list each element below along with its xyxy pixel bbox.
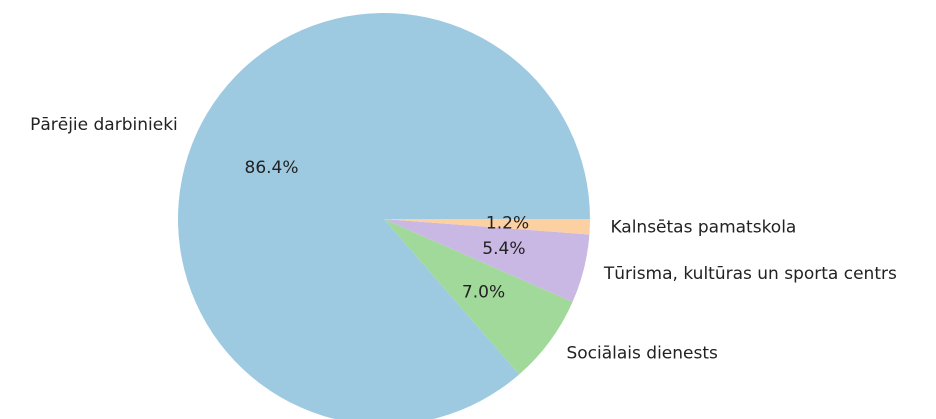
category-label: Sociālais dienests [566,343,718,363]
value-label: 86.4% [245,158,299,178]
category-label: Tūrisma, kultūras un sporta centrs [603,264,897,284]
pie-slice [384,219,573,375]
value-label: 7.0% [462,282,505,302]
category-label: Kalnsētas pamatskola [610,218,796,238]
pie-slice [384,219,590,302]
category-label: Pārējie darbinieki [30,115,178,135]
pie-slice [384,219,590,235]
value-label: 1.2% [486,214,529,234]
value-label: 5.4% [482,239,525,259]
pie-slice [178,13,590,419]
